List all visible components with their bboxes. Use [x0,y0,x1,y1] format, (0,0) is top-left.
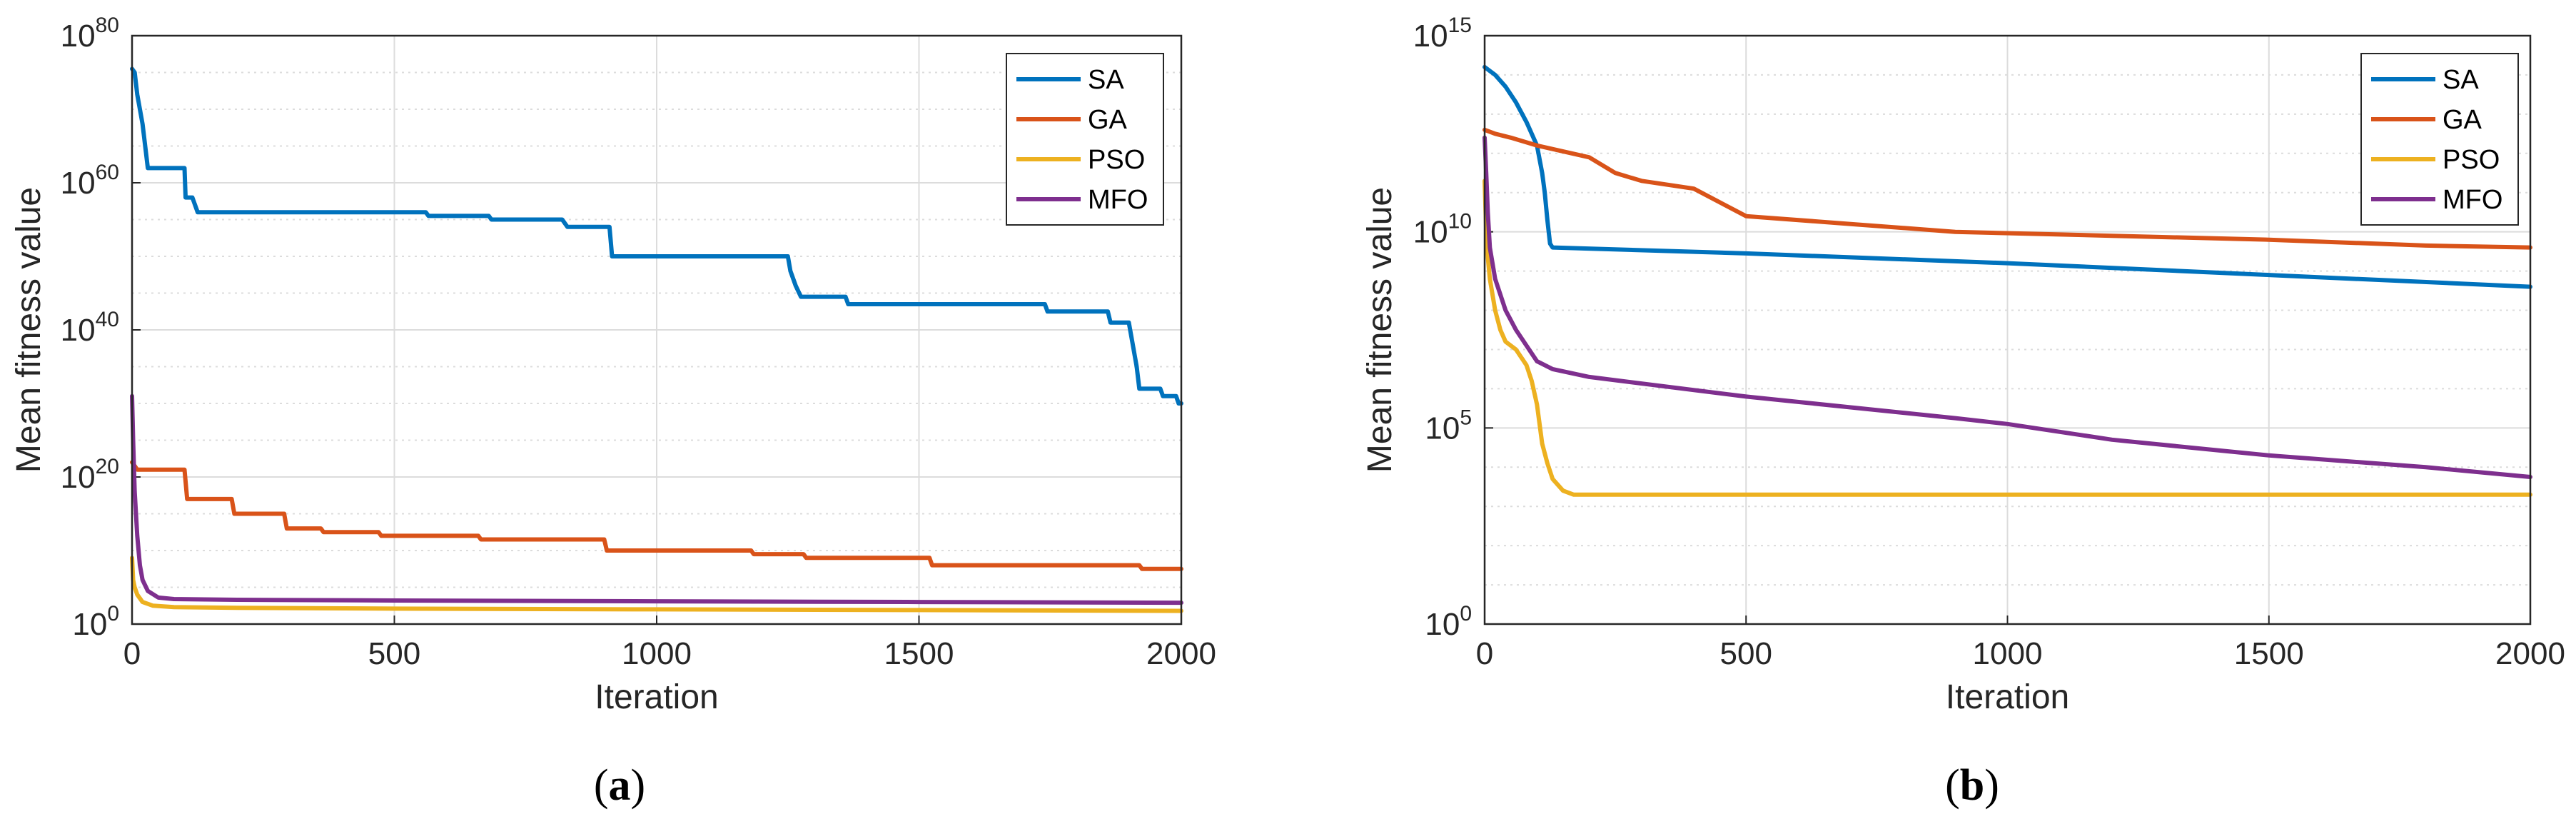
legend-label-pso: PSO [2443,145,2500,175]
series-line-mfo [1483,135,2532,479]
series-line-ga [130,460,1183,571]
axes-box [131,34,1183,625]
x-tick-label: 500 [1720,636,1772,671]
legend-label-pso: PSO [1088,145,1145,175]
caption-b: (b) [1945,761,1999,810]
x-tick-label: 1500 [884,636,954,671]
x-tick-label: 0 [1476,636,1493,671]
x-axis-label: Iteration [595,678,718,716]
legend-label-sa: SA [1088,65,1124,95]
legend-label-mfo: MFO [1088,185,1148,215]
axes-box [1483,34,2532,625]
legend-box [2360,53,2519,226]
x-tick-label: 1000 [1973,636,2043,671]
x-tick-label: 1500 [2234,636,2304,671]
x-tick-label: 500 [368,636,420,671]
legend-label-mfo: MFO [2443,185,2502,215]
x-tick-label: 2000 [2495,636,2565,671]
x-tick-label: 2000 [1146,636,1216,671]
legend-box [1006,53,1164,226]
series-line-ga [1483,127,2532,250]
y-tick-label: 105 [1425,406,1472,446]
x-tick-label: 1000 [622,636,692,671]
y-tick-label: 100 [1425,602,1472,642]
series-line-mfo [130,393,1183,606]
y-tick-label: 1080 [61,14,119,54]
series-line-sa [130,66,1183,406]
series-line-pso [130,556,1183,613]
y-tick-label: 1060 [61,161,119,201]
legend-label-ga: GA [1088,105,1128,135]
legend-label-ga: GA [2443,105,2482,135]
y-tick-label: 1015 [1413,14,1472,54]
legend-label-sa: SA [2443,65,2479,95]
y-tick-label: 100 [72,602,119,642]
y-tick-label: 1020 [61,455,119,495]
y-tick-label: 1040 [61,308,119,348]
series-line-sa [1483,64,2532,289]
x-tick-label: 0 [123,636,141,671]
x-axis-label: Iteration [1946,678,2069,716]
chart-a: 100 1020 1040 1060 1080 0 500 1000 1500 2000 Itera… [10,14,1216,716]
y-axis-label: Mean fitness value [10,187,48,473]
series-line-pso [1483,179,2532,497]
y-axis-label: Mean fitness value [1361,187,1399,473]
caption-a: (a) [594,761,645,810]
chart-b: 100 105 1010 1015 0 500 1000 1500 2000 Iteration M… [1361,14,2565,716]
y-tick-label: 1010 [1413,210,1472,250]
